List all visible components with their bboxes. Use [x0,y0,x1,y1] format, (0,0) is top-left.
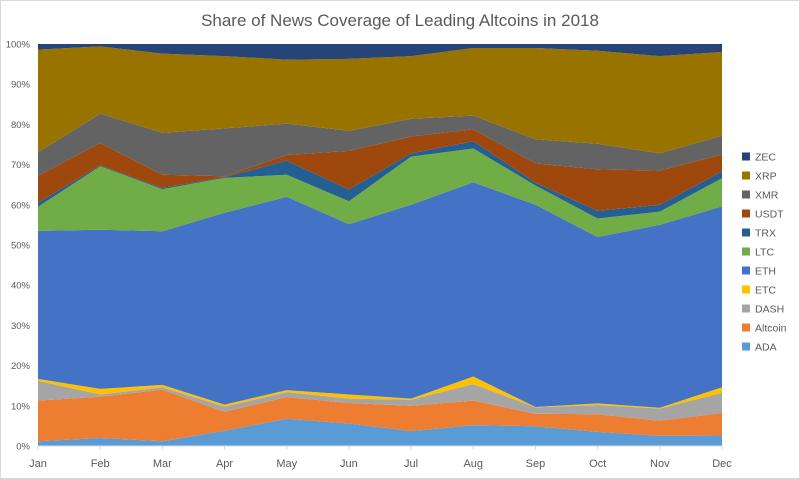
area-xmr [38,113,722,177]
legend-swatch [742,266,750,275]
y-tick-label: 100% [6,40,31,51]
legend-label: LTC [755,247,774,259]
area-usdt [38,129,722,211]
x-tick-label: Nov [650,458,670,470]
legend-label: ETC [755,285,776,297]
legend-label: ETH [755,266,776,278]
legend-item-trx: TRX [742,228,776,240]
legend-swatch [742,285,750,294]
y-tick-label: 0% [16,442,30,453]
x-tick-label: Mar [153,458,172,470]
legend-label: XMR [755,190,779,202]
y-tick-label: 10% [11,401,31,412]
area-dash [38,380,722,421]
legend-label: ADA [755,342,777,354]
legend-swatch [742,190,750,199]
x-tick-label: Feb [91,458,110,470]
plot-area [38,44,722,446]
legend-item-etc: ETC [742,285,776,297]
area-eth [38,182,722,408]
x-tick-label: Oct [589,458,606,470]
legend: ZEC XRP XMR USDT TRX LTC ETH ETC DASH Altcoin ADA [742,152,787,354]
legend-swatch [742,152,750,161]
legend-item-usdt: USDT [742,209,784,221]
legend-item-zec: ZEC [742,152,776,164]
y-tick-label: 90% [11,80,31,91]
legend-item-altcoin: Altcoin [742,323,787,335]
legend-swatch [742,247,750,256]
x-tick-label: Jul [404,458,418,470]
y-tick-label: 50% [11,241,31,252]
area-ltc [38,148,722,237]
legend-swatch [742,323,750,332]
area-altcoin [38,389,722,442]
legend-label: Altcoin [755,323,787,335]
y-tick-label: 60% [11,200,31,211]
y-tick-label: 70% [11,160,31,171]
chart-title: Share of News Coverage of Leading Altcoi… [201,11,599,30]
x-tick-label: May [276,458,297,470]
area-zec [38,44,722,60]
x-tick-label: Apr [216,458,233,470]
y-tick-label: 20% [11,361,31,372]
area-etc [38,376,722,409]
legend-swatch [742,304,750,313]
legend-swatch [742,228,750,237]
axes: Jan Feb Mar Apr May Jun Jul Aug Sep Oct Nov Dec 0% 10… [6,40,733,471]
legend-item-ltc: LTC [742,247,774,259]
legend-swatch [742,171,750,180]
x-tick-label: Sep [526,458,546,470]
legend-item-ada: ADA [742,342,777,354]
x-tick-label: Jan [29,458,47,470]
legend-label: XRP [755,171,777,183]
legend-label: USDT [755,209,784,221]
legend-swatch [742,209,750,218]
legend-item-xrp: XRP [742,171,777,183]
legend-swatch [742,342,750,351]
area-trx [38,141,722,219]
legend-label: TRX [755,228,776,240]
x-tick-label: Jun [340,458,358,470]
y-tick-label: 40% [11,281,31,292]
legend-item-xmr: XMR [742,190,779,202]
legend-item-dash: DASH [742,304,784,316]
x-tick-label: Dec [712,458,732,470]
legend-label: DASH [755,304,784,316]
y-tick-label: 80% [11,120,31,131]
legend-item-eth: ETH [742,266,776,278]
y-tick-label: 30% [11,321,31,332]
area-xrp [38,46,722,154]
area-ada [38,418,722,446]
legend-label: ZEC [755,152,776,164]
x-tick-label: Aug [463,458,483,470]
